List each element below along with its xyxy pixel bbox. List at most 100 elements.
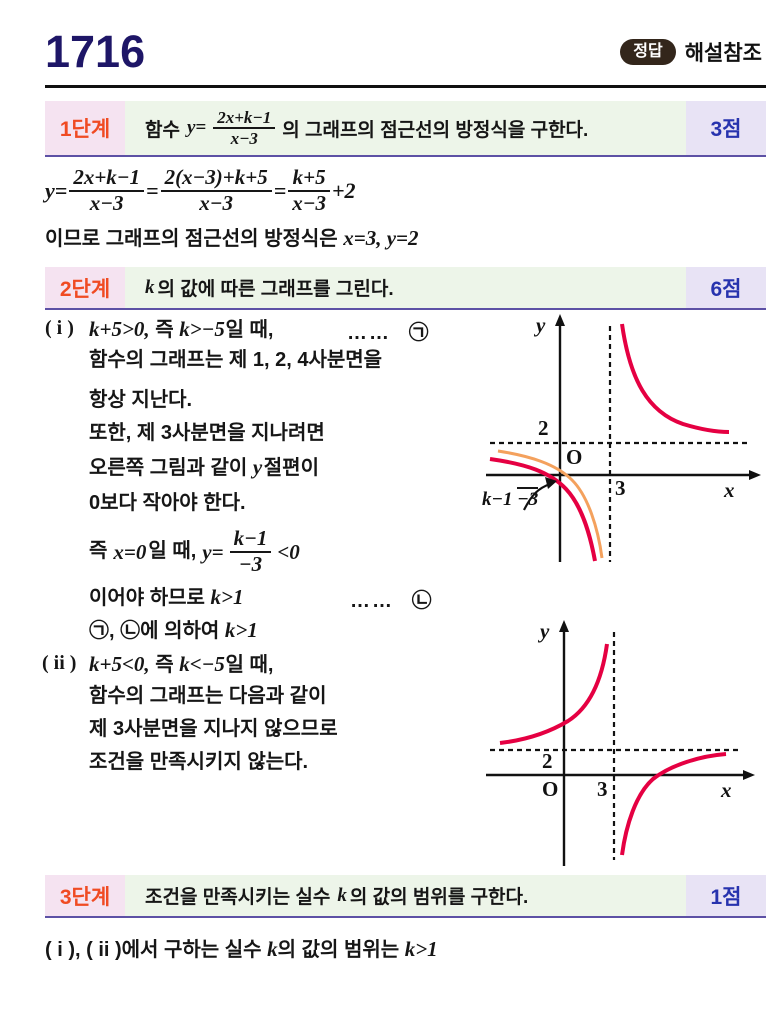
step2-desc-math: k [145,276,155,298]
case2-l1-math1: k+5<0, [89,652,150,677]
case2-l1-kr1: 즉 [155,654,174,677]
graph1-intercept-num: k−1 [482,489,513,511]
case2-line1: k+5<0, 즉 k<−5 일 때, [89,651,273,678]
case2-l1-kr2: 일 때, [225,654,274,677]
work-eq2: = [273,177,287,203]
step1-fraction: 2x+k−1 x−3 [213,108,276,148]
case1-l7-frac-den: −3 [229,550,272,577]
graph1-vasymptote-tick: 3 [615,476,626,501]
asymptote-conclusion: 이므로 그래프의 점근선의 방정식은 x=3, y=2 [45,222,766,251]
step3-desc-math: k [337,884,347,906]
case1-l5-kr1: 오른쪽 그림과 같이 [89,457,248,480]
graph1-canvas [486,314,761,563]
step3-points: 1점 [686,875,766,917]
case2-line2: 함수의 그래프는 다음과 같이 [89,685,327,708]
asymptote-conclusion-kr: 이므로 그래프의 점근선의 방정식은 [45,228,338,251]
case2-line3: 제 3사분면을 지나지 않으므로 [89,718,338,741]
final-pre: ( i ), ( ii )에서 구하는 실수 [45,939,262,962]
graph1-y-label: y [536,313,546,338]
ellipsis: …… [350,590,394,613]
final-answer-line: ( i ), ( ii )에서 구하는 실수 k의 값의 범위는 k>1 [45,933,766,962]
asymptote-conclusion-math: x=3, y=2 [343,226,419,251]
step2-label: 2단계 [45,267,125,309]
case1-line7: 즉 x=0 일 때, y= k−1 −3 <0 [89,527,300,576]
graph1-yintercept-fraction: k−1 −3 [482,487,539,511]
case1-l7-kr1: 즉 [89,540,108,563]
step3-header: 3단계 조건을 만족시키는 실수 k 의 값의 범위를 구한다. 1점 [45,875,766,919]
case1-line1: k+5>0, 즉 k>−5 일 때, [89,316,273,343]
graph1-x-label: x [724,478,735,503]
y-axis-arrow [555,314,565,327]
answer-area: 정답 해설참조 [620,37,762,67]
case1-l8-math: k>1 [210,585,244,610]
case1-l1-math1: k+5>0, [89,317,150,342]
case1-l1-kr2: 일 때, [225,319,274,342]
case1-l1-kr1: 즉 [155,319,174,342]
answer-badge: 정답 [620,38,676,65]
step1-label: 1단계 [45,101,125,156]
case1-l7-math1: x=0 [113,539,147,564]
graph2-origin-label: O [542,777,559,802]
case2-l1-math2: k<−5 [179,652,225,677]
case1-line6: 0보다 작아야 한다. [89,492,246,515]
work-frac3: k+5 x−3 [288,166,330,215]
step1-desc-post: 의 그래프의 점근선의 방정식을 구한다. [282,119,589,141]
case1-line5: 오른쪽 그림과 같이 y 절편이 [89,454,319,481]
case1-l9-math: k>1 [224,618,258,643]
case1-l7-frac-num: k−1 [233,526,268,551]
case1-line4: 또한, 제 3사분면을 지나려면 [89,422,325,445]
x-axis-arrow [749,470,761,481]
work-frac1-den: x−3 [69,189,145,216]
case1-ref1: …… ㉠ [347,316,429,345]
step3-description: 조건을 만족시키는 실수 k 의 값의 범위를 구한다. [125,875,686,917]
circled-giyeok: ㉠ [408,322,429,345]
case2-line4: 조건을 만족시키지 않는다. [89,751,309,774]
case1-l5-math: y [252,455,263,480]
graph-case1: y x 2 O 3 k−1 −3 [478,312,768,570]
step1-math-lead: y= [186,117,207,139]
graph1-hasymptote-tick: 2 [538,416,549,441]
case1-ref2: …… ㉡ [350,584,432,613]
graph2-y-label: y [540,619,550,644]
ellipsis: …… [347,322,391,345]
case1-line3: 항상 지난다. [89,389,193,412]
step1-frac-den: x−3 [213,127,276,148]
red-curve-upper-branch [620,324,730,435]
step1-description: 함수 y= 2x+k−1 x−3 의 그래프의 점근선의 방정식을 구한다. [125,101,686,156]
step1-desc-pre: 함수 [145,119,180,141]
step2-header: 2단계 k 의 값에 따른 그래프를 그린다. 6점 [45,267,766,311]
step2-desc-post: 의 값에 따른 그래프를 그린다. [157,279,394,301]
step2-description: k 의 값에 따른 그래프를 그린다. [125,267,686,309]
case1-l7-math2: y= [202,539,224,564]
work-frac2: 2(x−3)+k+5 x−3 [160,166,272,216]
work-eq1: = [146,177,159,203]
step1-header: 1단계 함수 y= 2x+k−1 x−3 의 그래프의 점근선의 방정식을 구한… [45,101,766,158]
case2-marker: ( ii ) [42,652,77,675]
final-math2: k>1 [404,937,438,962]
case1-l8-kr: 이어야 하므로 [89,587,205,610]
answer-reference: 해설참조 [684,41,762,65]
solution-body: ( i ) k+5>0, 즉 k>−5 일 때, …… ㉠ 함수의 그래프는 제… [42,312,768,875]
step3-desc-pre: 조건을 만족시키는 실수 [145,887,331,909]
page-header: 1716 정답 해설참조 [45,26,766,77]
work-formula: y= 2x+k−1 x−3 = 2(x−3)+k+5 x−3 = k+5 x−3… [45,166,766,215]
case1-l1-math2: k>−5 [179,317,225,342]
graph-case2: y x 2 O 3 [478,618,768,868]
graph2-x-label: x [721,778,732,803]
work-frac1: 2x+k−1 x−3 [69,165,145,216]
y-axis-arrow [559,620,569,633]
red-curve-lower-branch [489,457,597,562]
final-mid: 의 값의 범위는 [277,939,400,962]
step3-label: 3단계 [45,875,125,917]
case1-l7-fraction: k−1 −3 [229,526,272,577]
problem-number: 1716 [45,26,146,77]
orange-boundary-curve [497,449,604,559]
work-frac3-den: x−3 [288,189,330,216]
graph2-canvas [486,620,755,867]
work-frac1-num: 2x+k−1 [73,165,141,190]
work-tail: +2 [332,177,356,203]
case1-l5-kr2: 절편이 [263,457,319,480]
work-frac2-den: x−3 [160,189,272,216]
circled-nieun: ㉡ [411,590,432,613]
